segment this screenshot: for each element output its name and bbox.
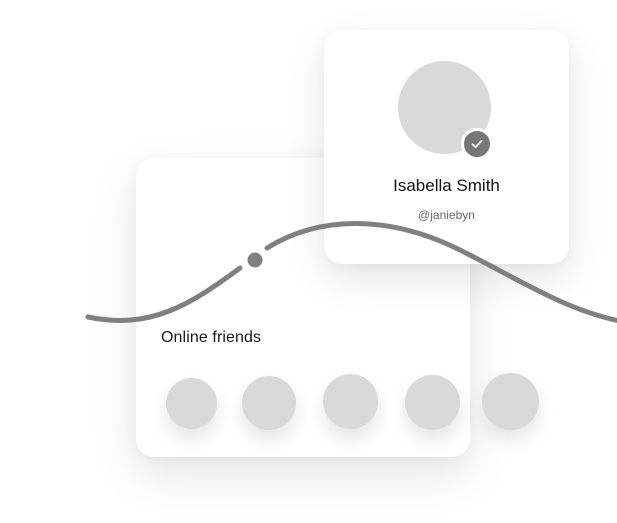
friend-avatar[interactable]: [166, 378, 217, 429]
friend-avatar[interactable]: [323, 374, 378, 429]
profile-name: Isabella Smith: [393, 176, 500, 195]
verified-badge: [461, 128, 493, 160]
friend-avatar[interactable]: [405, 375, 460, 430]
profile-card: Isabella Smith @janiebyn: [324, 30, 569, 264]
friend-avatar[interactable]: [482, 373, 539, 430]
profile-handle: @janiebyn: [418, 208, 475, 222]
online-friends-title: Online friends: [161, 329, 262, 346]
check-icon: [471, 139, 483, 149]
friend-avatar[interactable]: [242, 376, 296, 430]
